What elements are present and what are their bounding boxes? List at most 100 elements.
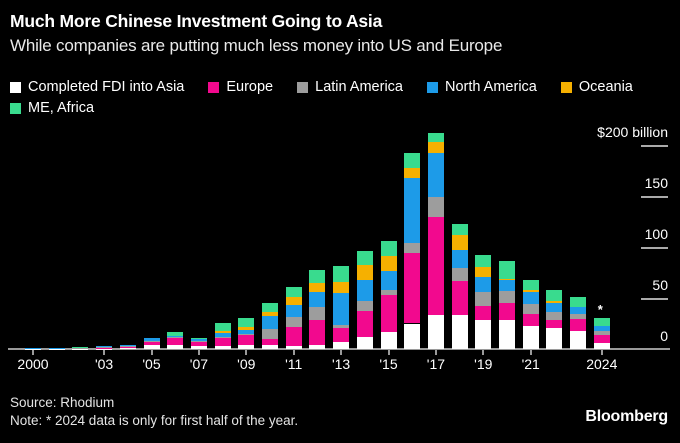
bar-2023-europe bbox=[570, 319, 587, 331]
bar-2013-oceania bbox=[333, 281, 350, 293]
bar-2013-asia bbox=[333, 341, 350, 349]
x-axis-label: '09 bbox=[237, 356, 256, 372]
bar-2016-oceania bbox=[404, 168, 421, 178]
y-axis-label: 50 bbox=[652, 277, 668, 293]
bar-2024-me-africa bbox=[593, 318, 610, 326]
bar-2011-europe bbox=[285, 326, 302, 346]
bar-2008-asia bbox=[214, 345, 231, 349]
bar-2021-latin-america bbox=[522, 304, 539, 315]
bar-2015-asia bbox=[380, 331, 397, 349]
x-axis-baseline bbox=[8, 348, 670, 350]
bar-2012-north-america bbox=[309, 291, 326, 308]
bar-2019-asia bbox=[475, 320, 492, 349]
bar-2018-oceania bbox=[451, 234, 468, 251]
chart-title: Much More Chinese Investment Going to As… bbox=[10, 11, 383, 31]
bar-2010-me-africa bbox=[262, 303, 278, 313]
x-axis-tick bbox=[245, 350, 248, 355]
x-axis-label: '19 bbox=[474, 356, 493, 372]
bar-2018-latin-america bbox=[451, 268, 468, 281]
legend-label: Oceania bbox=[578, 79, 633, 95]
y-axis-label: 0 bbox=[660, 328, 668, 344]
source-text: Source: Rhodium bbox=[10, 395, 115, 410]
bar-2015-latin-america bbox=[380, 289, 397, 295]
bar-2017-north-america bbox=[427, 153, 444, 198]
bar-2007-north-america bbox=[190, 338, 207, 342]
bar-2023-asia bbox=[570, 330, 587, 349]
x-axis-tick bbox=[529, 350, 532, 355]
bar-2010-latin-america bbox=[262, 328, 278, 339]
y-axis-tick bbox=[641, 145, 668, 147]
bar-2014-europe bbox=[356, 311, 373, 337]
bar-2012-oceania bbox=[309, 282, 326, 292]
bar-2021-me-africa bbox=[522, 279, 539, 290]
x-axis-tick bbox=[32, 350, 34, 355]
bar-2024-latin-america bbox=[593, 330, 610, 335]
legend-item: Completed FDI into Asia bbox=[10, 79, 184, 95]
bar-2007-latin-america bbox=[190, 341, 207, 342]
legend-label: North America bbox=[444, 79, 537, 95]
bar-2011-me-africa bbox=[285, 286, 302, 297]
legend-label: Europe bbox=[226, 79, 274, 95]
bar-2016-asia bbox=[404, 323, 421, 349]
bar-2022-asia bbox=[546, 327, 563, 349]
bar-2008-latin-america bbox=[214, 336, 231, 338]
bar-2012-europe bbox=[309, 320, 326, 345]
x-axis-label: '11 bbox=[285, 356, 303, 372]
bar-2020-latin-america bbox=[499, 290, 515, 304]
x-axis-tick bbox=[387, 350, 390, 355]
bar-2016-latin-america bbox=[404, 242, 421, 254]
bloomberg-logo: Bloomberg bbox=[585, 408, 668, 425]
x-axis-tick bbox=[482, 350, 485, 355]
bar-2006-asia bbox=[167, 344, 184, 349]
bar-2020-europe bbox=[499, 303, 515, 321]
bar-2007-asia bbox=[190, 345, 207, 349]
bar-2014-latin-america bbox=[356, 301, 373, 312]
bar-2021-north-america bbox=[522, 291, 539, 305]
bar-2019-europe bbox=[475, 306, 492, 321]
bar-2004-north-america bbox=[119, 344, 136, 346]
bar-2022-latin-america bbox=[546, 312, 563, 321]
bar-2011-latin-america bbox=[285, 317, 302, 327]
legend-row: Completed FDI into Asia Europe Latin Ameri… bbox=[10, 77, 670, 97]
bar-2017-europe bbox=[427, 217, 444, 316]
bar-2008-me-africa bbox=[214, 322, 231, 332]
bar-2020-asia bbox=[499, 320, 515, 349]
legend-swatch-icon bbox=[297, 81, 309, 93]
bar-2014-north-america bbox=[356, 279, 373, 302]
legend-swatch-icon bbox=[560, 81, 572, 93]
x-axis-label: '17 bbox=[426, 356, 446, 372]
bar-2006-europe bbox=[167, 337, 184, 345]
bar-2017-asia bbox=[427, 315, 444, 349]
bar-2009-europe bbox=[238, 334, 255, 345]
bar-2003-europe bbox=[96, 348, 113, 349]
bar-2005-asia bbox=[143, 344, 160, 349]
bar-2018-north-america bbox=[451, 250, 468, 269]
bar-2014-me-africa bbox=[356, 251, 373, 266]
bar-2005-latin-america bbox=[143, 341, 160, 342]
bar-2019-north-america bbox=[475, 276, 492, 292]
bar-2004-asia bbox=[119, 348, 136, 349]
bar-2005-europe bbox=[143, 341, 160, 345]
bar-2016-europe bbox=[404, 253, 421, 324]
bar-2019-me-africa bbox=[475, 255, 492, 268]
x-axis-label: 2024 bbox=[586, 356, 618, 372]
bar-2009-me-africa bbox=[238, 317, 255, 328]
bar-2019-oceania bbox=[475, 267, 492, 277]
legend-item: Europe bbox=[208, 79, 273, 95]
bar-2011-north-america bbox=[285, 305, 302, 318]
legend-swatch-icon bbox=[10, 102, 21, 114]
bar-2002-north-america bbox=[72, 346, 89, 349]
bar-2006-latin-america bbox=[167, 337, 184, 338]
bar-2004-europe bbox=[119, 345, 136, 349]
bar-2013-latin-america bbox=[333, 324, 350, 328]
bar-2019-latin-america bbox=[475, 291, 492, 307]
bar-2012-me-africa bbox=[309, 270, 326, 283]
bar-2024-europe bbox=[593, 334, 610, 343]
y-axis-label: 100 bbox=[644, 226, 668, 242]
bar-2010-europe bbox=[262, 338, 278, 345]
x-axis-label: '13 bbox=[331, 356, 351, 372]
bar-2010-north-america bbox=[262, 316, 278, 329]
bar-2020-oceania bbox=[499, 278, 515, 280]
bar-2017-latin-america bbox=[427, 197, 444, 218]
bar-2009-oceania bbox=[238, 327, 255, 331]
